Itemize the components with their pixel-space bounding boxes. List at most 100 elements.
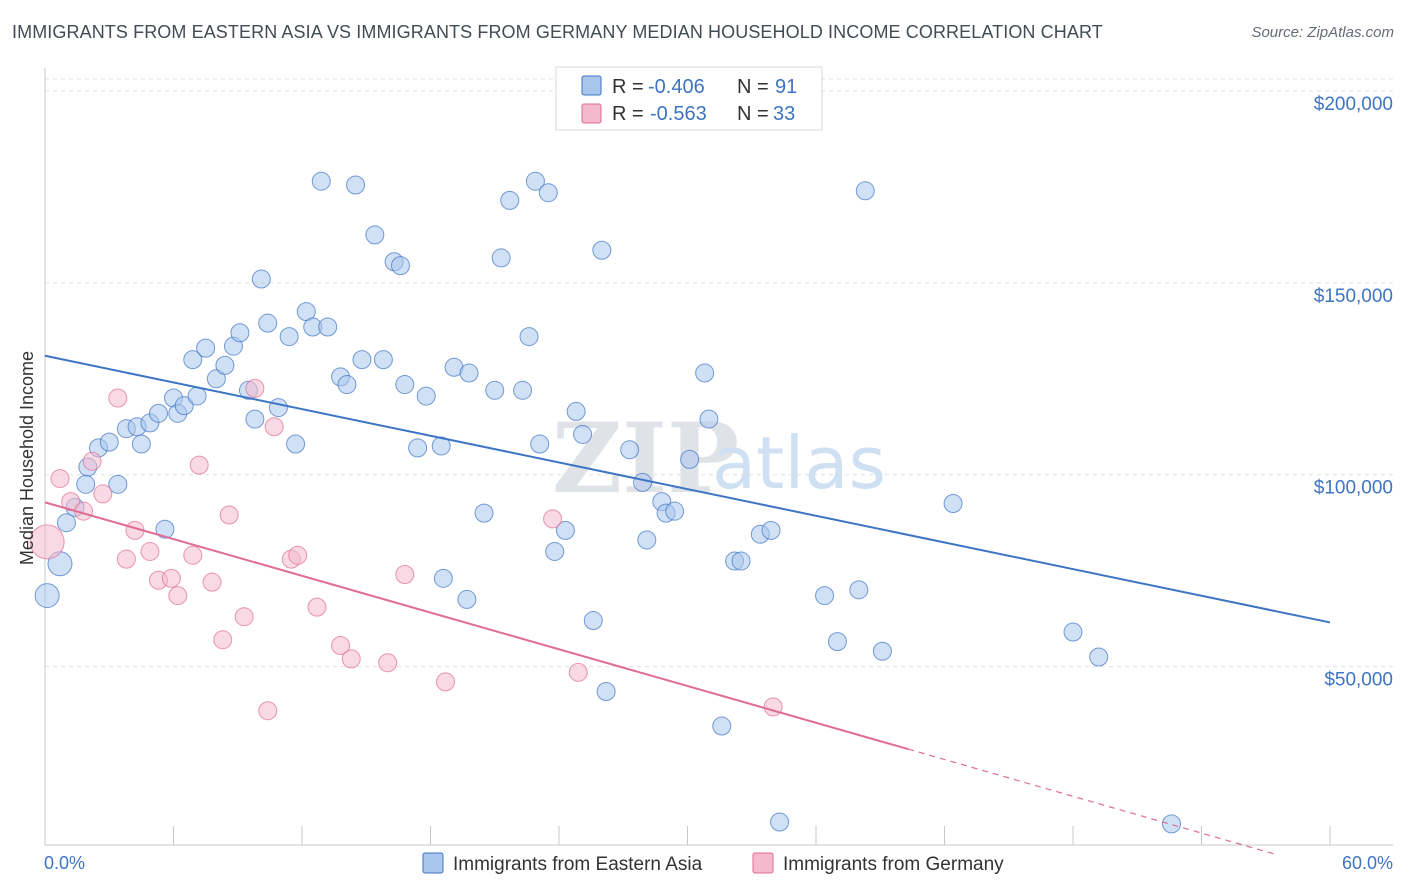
point-germany (189, 455, 209, 475)
point-germany (93, 484, 113, 504)
point-germany (258, 701, 278, 721)
legend-n-label-1: N = (737, 76, 769, 98)
series-legend-label-germany: Immigrants from Germany (783, 854, 1004, 875)
legend-n-value-1: 91 (775, 76, 797, 98)
point-eastern-asia (337, 375, 357, 395)
point-germany (264, 417, 284, 437)
point-germany (202, 572, 222, 592)
y-tick-label: $200,000 (1314, 94, 1393, 115)
data-points (29, 171, 1182, 834)
y-axis-label: Median Household Income (17, 351, 37, 565)
point-eastern-asia (849, 580, 869, 600)
point-eastern-asia (183, 350, 203, 370)
point-eastern-asia (731, 551, 751, 571)
legend-n-label-2: N = (737, 103, 769, 125)
point-germany (331, 635, 351, 655)
point-eastern-asia (555, 520, 575, 540)
point-eastern-asia (695, 363, 715, 383)
legend-swatch-germany (581, 103, 602, 124)
point-eastern-asia (583, 611, 603, 631)
point-eastern-asia (770, 812, 790, 832)
point-germany (568, 662, 588, 682)
y-tick-label: $150,000 (1314, 286, 1393, 307)
point-germany (168, 586, 188, 606)
y-tick-labels: $50,000 $100,000 $150,000 $200,000 (1314, 94, 1393, 691)
point-germany (395, 564, 415, 584)
y-tick-label: $50,000 (1324, 670, 1393, 691)
point-eastern-asia (855, 181, 875, 201)
point-germany (234, 607, 254, 627)
series-legend: Immigrants from Eastern Asia Immigrants … (422, 852, 1004, 875)
point-eastern-asia (491, 248, 511, 268)
point-germany (219, 505, 239, 525)
point-eastern-asia (155, 519, 175, 539)
point-eastern-asia (1063, 622, 1083, 642)
point-eastern-asia (286, 434, 306, 454)
point-eastern-asia (258, 313, 278, 333)
point-eastern-asia (545, 541, 565, 561)
point-eastern-asia (196, 338, 216, 358)
point-eastern-asia (633, 472, 653, 492)
point-germany (245, 378, 265, 398)
source-credit: Source: ZipAtlas.com (1251, 24, 1394, 41)
point-germany (82, 451, 102, 471)
point-eastern-asia (525, 171, 545, 191)
point-eastern-asia (680, 449, 700, 469)
point-eastern-asia (391, 256, 411, 276)
point-eastern-asia (346, 175, 366, 195)
point-eastern-asia (131, 434, 151, 454)
point-eastern-asia (538, 183, 558, 203)
axes (44, 68, 1393, 846)
point-eastern-asia (99, 432, 119, 452)
point-eastern-asia (174, 396, 194, 416)
point-eastern-asia (352, 350, 372, 370)
point-eastern-asia (187, 386, 207, 406)
x-axis-max-label: 60.0% (1342, 853, 1393, 873)
point-eastern-asia (474, 503, 494, 523)
point-eastern-asia (712, 716, 732, 736)
point-eastern-asia (416, 386, 436, 406)
point-eastern-asia (408, 438, 428, 458)
point-eastern-asia (215, 355, 235, 375)
point-eastern-asia (827, 632, 847, 652)
point-eastern-asia (1089, 647, 1109, 667)
point-eastern-asia (592, 240, 612, 260)
point-eastern-asia (485, 380, 505, 400)
point-eastern-asia (566, 401, 586, 421)
point-eastern-asia (513, 380, 533, 400)
point-eastern-asia (500, 190, 520, 210)
point-eastern-asia (395, 375, 415, 395)
point-eastern-asia (761, 520, 781, 540)
point-eastern-asia (268, 398, 288, 418)
point-eastern-asia (943, 494, 963, 514)
point-eastern-asia (149, 403, 169, 423)
y-tick-label: $100,000 (1314, 478, 1393, 499)
point-germany (140, 541, 160, 561)
point-germany (183, 545, 203, 565)
point-eastern-asia (76, 474, 96, 494)
point-germany (378, 653, 398, 673)
point-eastern-asia (34, 583, 60, 609)
point-eastern-asia (519, 327, 539, 347)
grid-lines (45, 78, 1393, 668)
trend-line-germany (44, 501, 909, 751)
point-eastern-asia (251, 269, 271, 289)
legend-r-value-1: -0.406 (648, 76, 705, 98)
point-germany (161, 568, 181, 588)
point-eastern-asia (318, 317, 338, 337)
point-eastern-asia (230, 323, 250, 343)
chart-title: IMMIGRANTS FROM EASTERN ASIA VS IMMIGRAN… (12, 22, 1103, 42)
point-eastern-asia (431, 436, 451, 456)
point-eastern-asia (279, 327, 299, 347)
point-eastern-asia (56, 513, 76, 533)
x-axis-min-label: 0.0% (44, 853, 85, 873)
point-eastern-asia (665, 501, 685, 521)
trend-line-eastern-asia (44, 354, 1331, 624)
point-eastern-asia (373, 350, 393, 370)
trend-lines (44, 354, 1331, 856)
point-eastern-asia (433, 568, 453, 588)
point-germany (288, 545, 308, 565)
point-germany (108, 388, 128, 408)
point-germany (213, 630, 233, 650)
